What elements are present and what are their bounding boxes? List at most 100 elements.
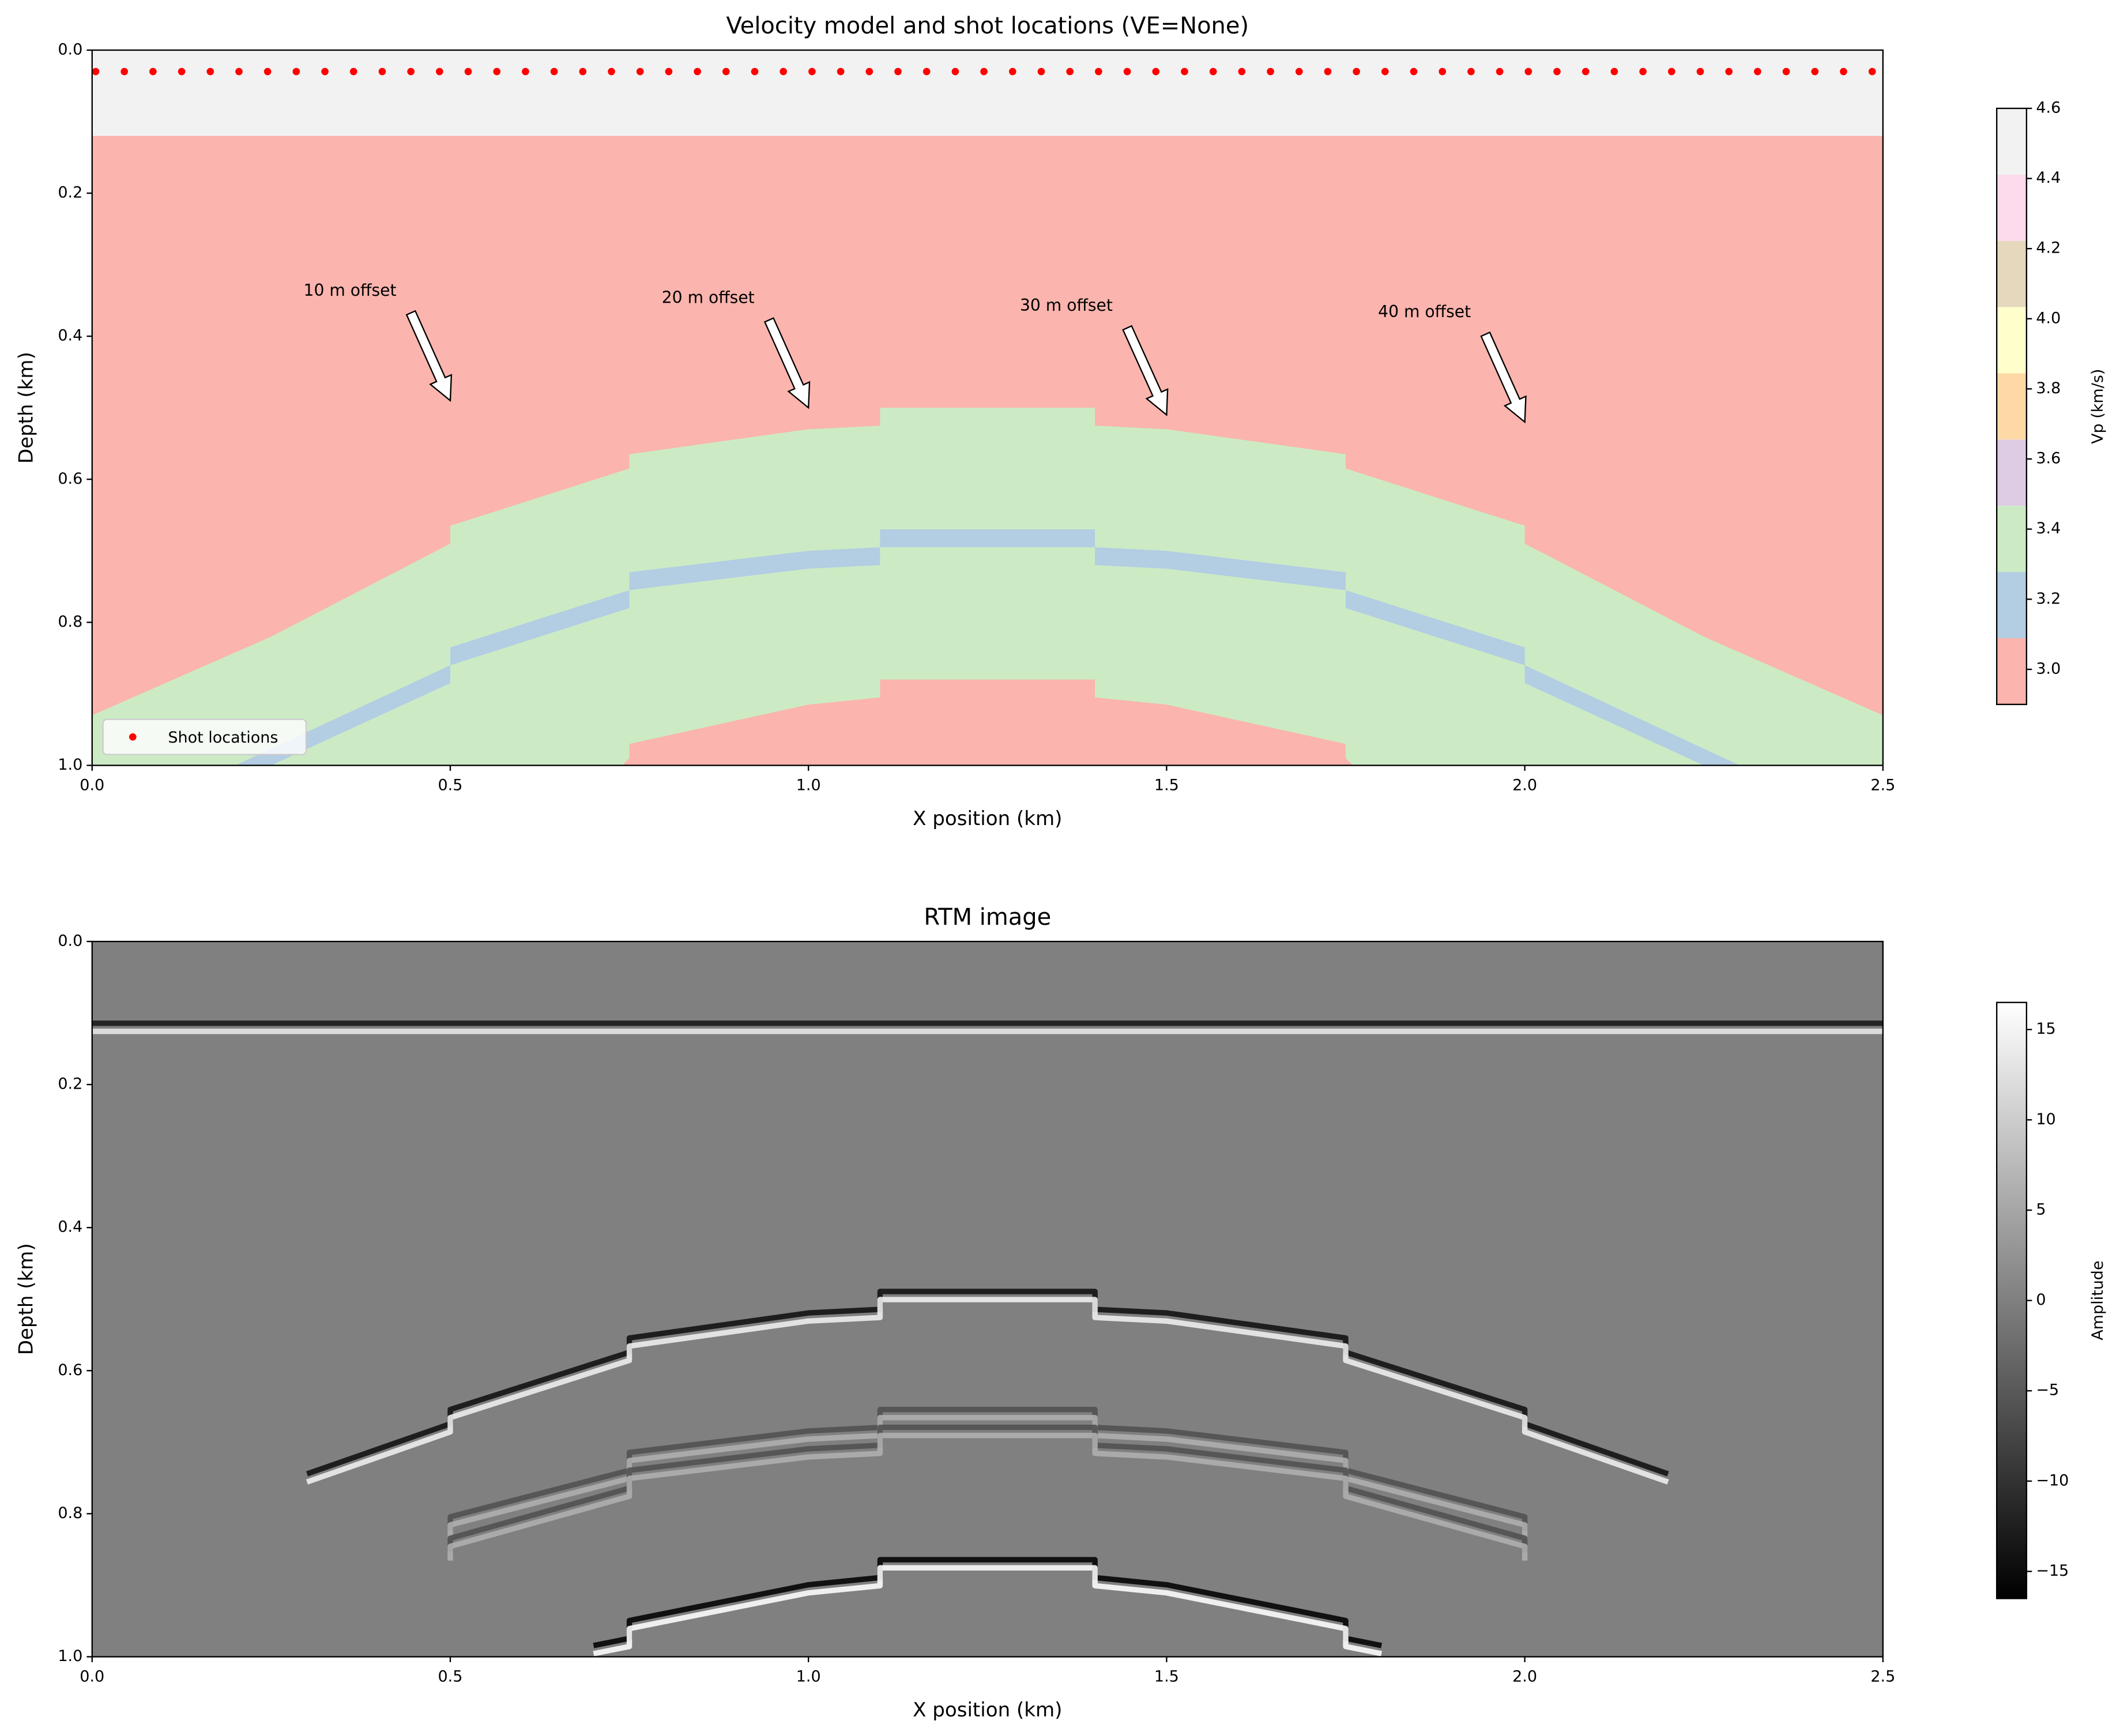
shot-point [206,67,214,76]
x-axis-label: X position (km) [913,1699,1062,1722]
y-tick-label: 0.2 [58,184,82,202]
reflector [447,1433,1528,1561]
shot-point [1667,67,1675,76]
annotation-arrow [763,317,811,409]
shot-point [1581,67,1590,76]
plot-area [92,50,1883,766]
annotation-text: 40 m offset [1378,302,1471,321]
shot-point [1066,67,1074,76]
colorbar-tick-label: 4.6 [2036,99,2061,116]
shot-point [1725,67,1733,76]
x-tick-label: 1.0 [796,1667,821,1685]
y-tick-label: 0.0 [58,932,82,950]
colorbar-tick-label: 5 [2036,1200,2046,1218]
shot-point [1782,67,1790,76]
shot-point [1353,67,1360,76]
y-tick-label: 0.2 [58,1075,82,1093]
colorbar-label: Vp (km/s) [2089,369,2107,444]
shot-point [1410,67,1418,76]
y-tick-label: 0.4 [58,327,82,345]
shot-point [1868,67,1876,76]
shot-point [1381,67,1389,76]
plot-area [92,941,1883,1657]
colorbar-label: Amplitude [2089,1260,2107,1340]
reflector [593,1565,1383,1656]
legend-box [102,718,307,755]
colorbar-tick-label: −10 [2036,1471,2069,1489]
legend-marker [129,733,137,741]
velocity-layer [271,547,1704,766]
x-tick-label: 0.5 [438,776,463,794]
colorbar-segment [1997,572,2027,638]
colorbar-tick-label: 3.8 [2036,379,2061,397]
y-tick-label: 0.6 [58,470,82,488]
colorbar-segment [1997,307,2027,374]
axes-frame [91,940,1884,1658]
shot-point [722,67,730,76]
x-tick-label: 1.5 [1154,776,1179,794]
y-tick-label: 0.0 [58,40,82,58]
shot-point [1181,67,1188,76]
shot-point [1267,67,1274,76]
shot-point [121,67,129,76]
shot-point [349,67,357,76]
x-tick-label: 2.5 [1870,776,1895,794]
colorbar-segment [1997,439,2027,506]
x-tick-label: 2.0 [1512,1667,1537,1685]
shot-point [980,67,988,76]
shot-point [436,67,443,76]
shot-point [1811,67,1819,76]
colorbar-segment [1997,506,2027,573]
shot-point [464,67,472,76]
colorbar-tick-label: 3.4 [2036,519,2061,537]
shot-point [1008,67,1016,76]
shot-point [407,67,415,76]
chart-title: RTM image [924,904,1051,931]
shot-point [694,67,701,76]
reflector [306,1297,1669,1485]
shot-point [1754,67,1761,76]
shot-point [292,67,300,76]
shot-point [1324,67,1332,76]
colorbar-tick-label: 3.0 [2036,660,2061,677]
legend-label: Shot locations [168,729,278,747]
colorbar-tick-label: 4.4 [2036,169,2061,187]
y-tick-label: 0.8 [58,1504,82,1522]
x-tick-label: 0.5 [438,1667,463,1685]
shot-point [1037,67,1045,76]
colorbar-tick-label: 10 [2036,1110,2055,1128]
y-tick-label: 1.0 [58,1647,82,1665]
shot-point [550,67,558,76]
colorbar-segment [1997,240,2027,307]
x-tick-label: 2.5 [1870,1667,1895,1685]
colorbar-segment [1997,373,2027,440]
colorbar-tick-label: −5 [2036,1381,2059,1399]
shot-point [178,67,186,76]
shot-point [378,67,386,76]
shot-point [780,67,788,76]
shot-point [1524,67,1532,76]
shot-point [493,67,501,76]
shot-point [1123,67,1131,76]
shot-point [235,67,243,76]
colorbar-fill [1997,1002,2027,1599]
shot-point [1209,67,1217,76]
colorbar-tick-label: 3.2 [2036,590,2061,608]
annotation-text: 30 m offset [1020,296,1113,315]
annotation-arrow [1480,331,1527,424]
shot-point [579,67,587,76]
y-tick-label: 0.4 [58,1218,82,1236]
velocity-layer [622,679,1353,766]
shot-point [808,67,816,76]
shot-point [1840,67,1847,76]
colorbar-tick-label: 0 [2036,1291,2046,1309]
colorbar-frame [1996,107,2028,705]
chart-title: Velocity model and shot locations (VE=No… [726,13,1249,39]
annotation-text: 10 m offset [304,281,397,300]
shot-point [636,67,644,76]
shot-point [149,67,157,76]
colorbar-segment [1997,638,2027,705]
x-tick-label: 1.5 [1154,1667,1179,1685]
shot-point [1696,67,1704,76]
colorbar-tick-label: 3.6 [2036,450,2061,468]
